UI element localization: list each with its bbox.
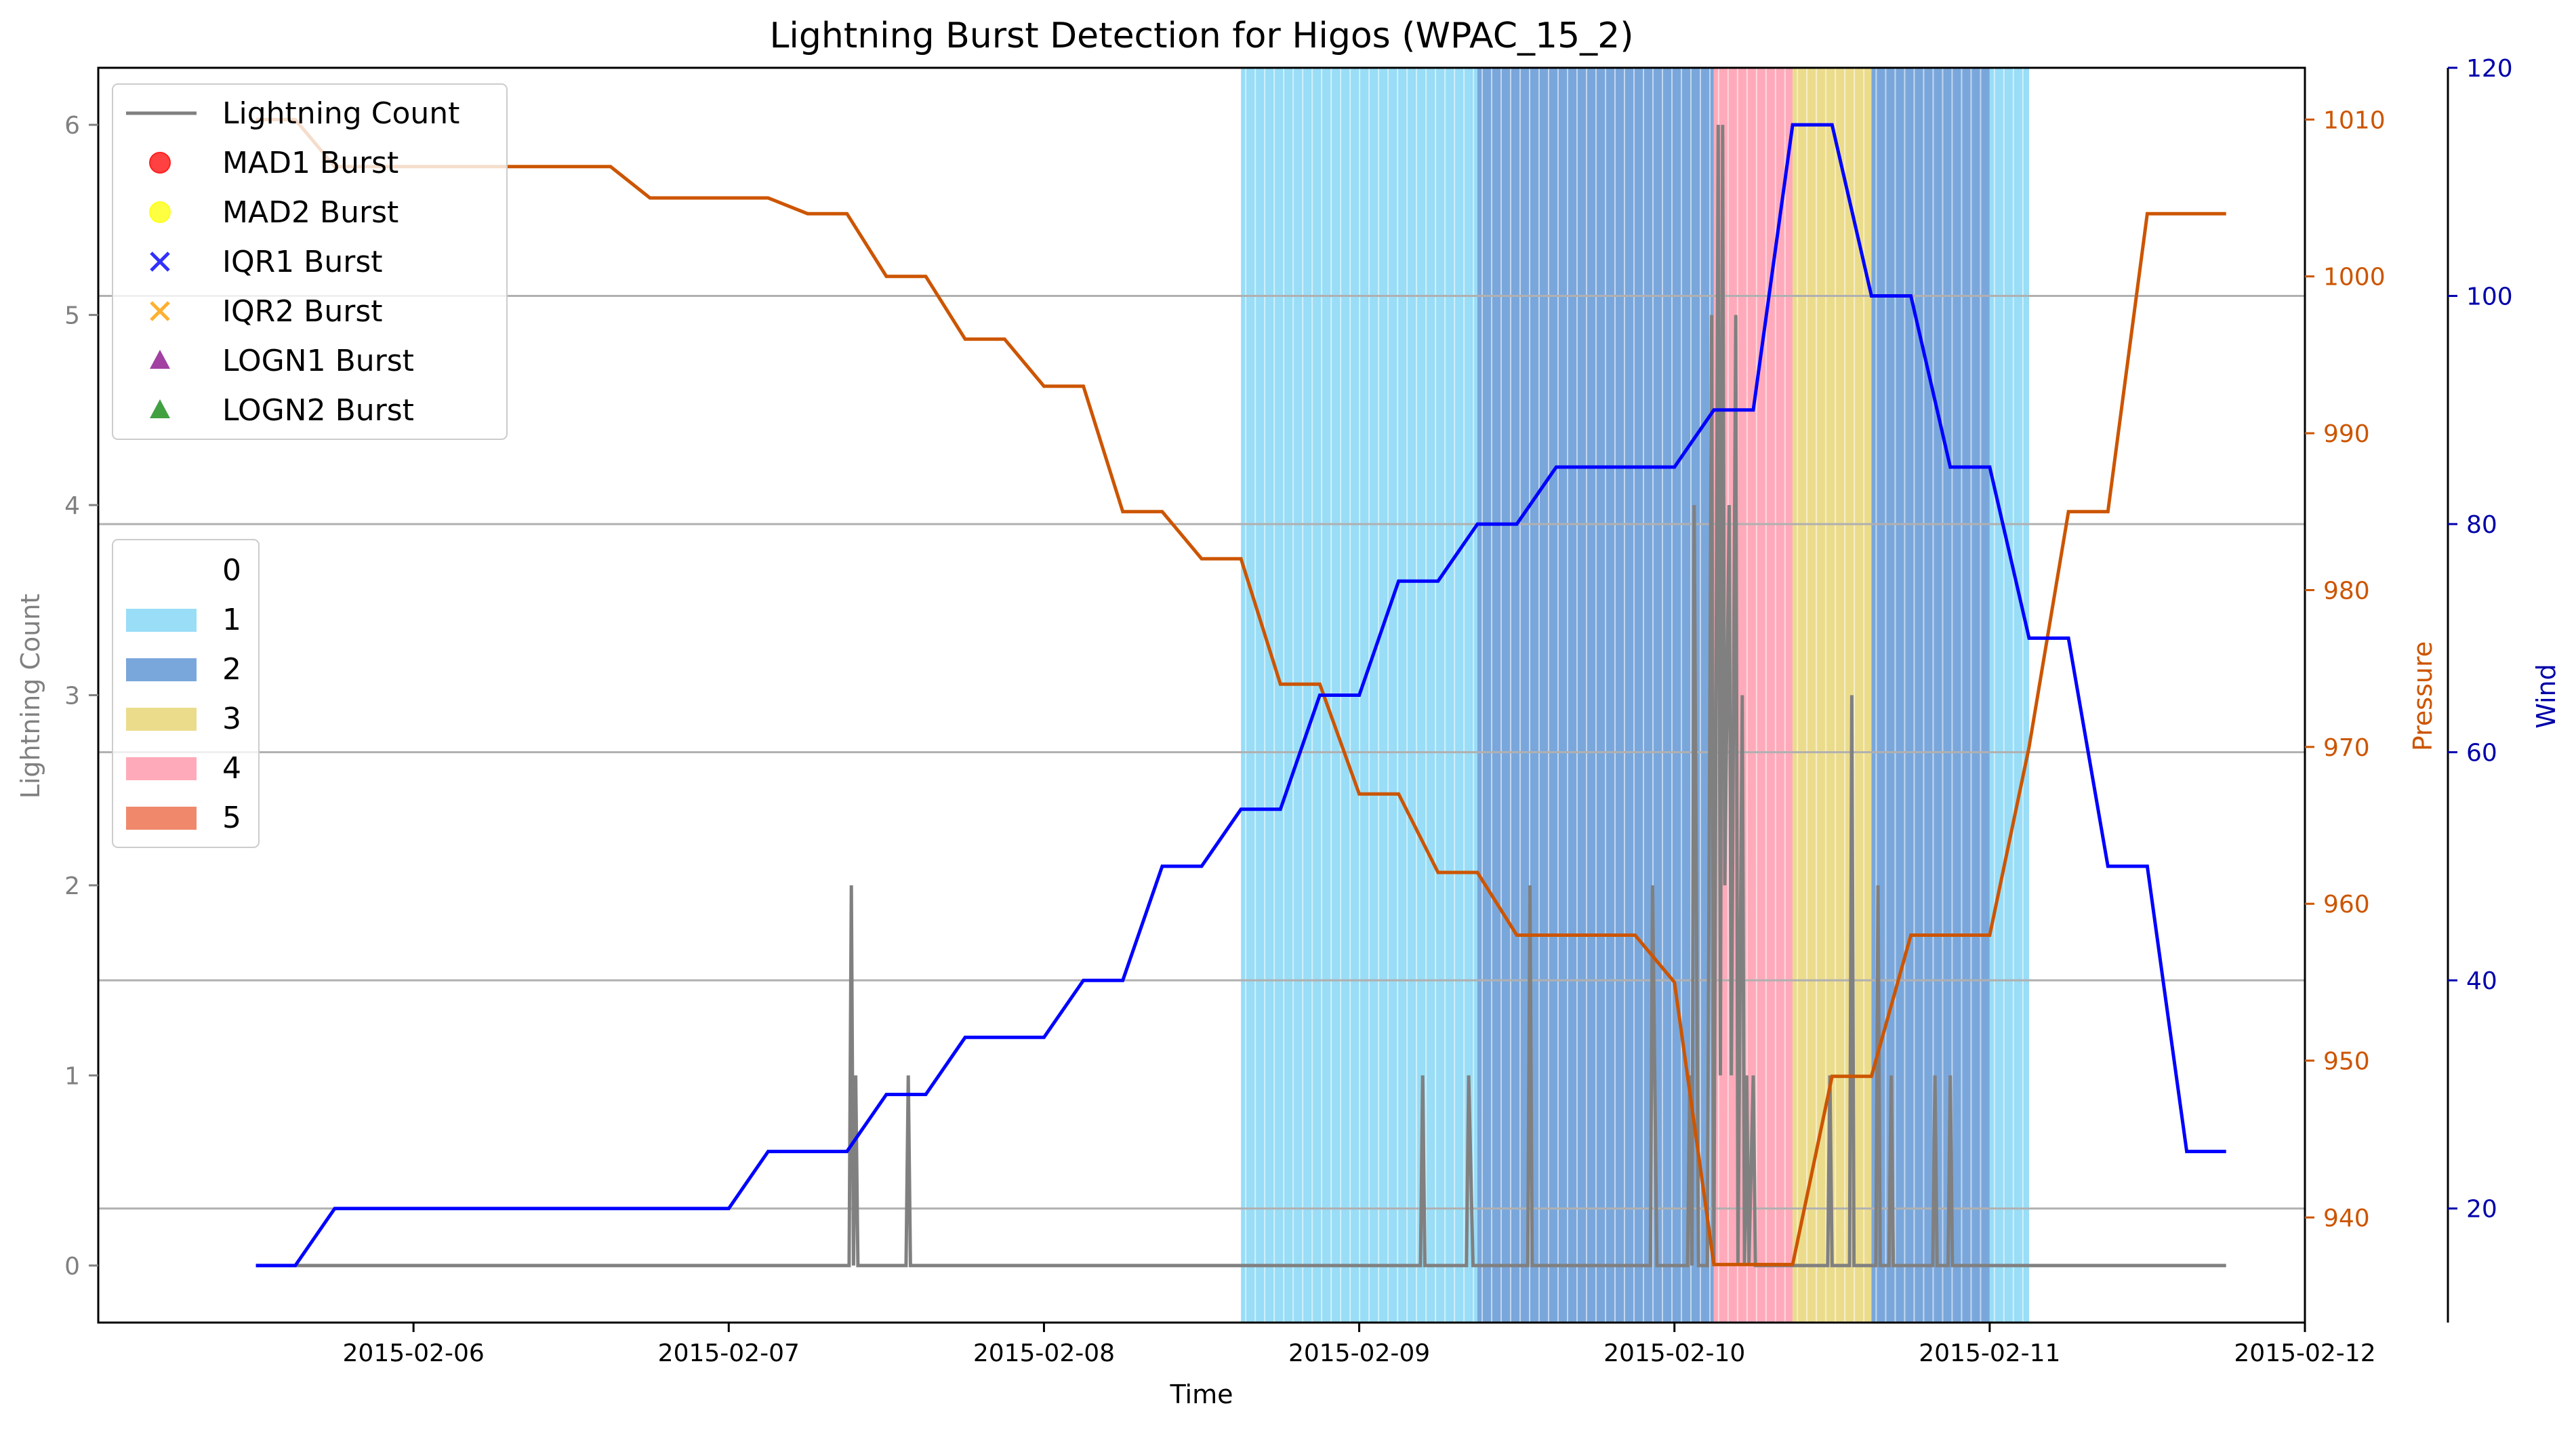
pressure-tick-label: 980 <box>2323 577 2370 605</box>
left-tick-label: 1 <box>64 1062 80 1090</box>
pressure-tick-label: 970 <box>2323 734 2370 762</box>
left-tick-label: 4 <box>64 492 80 520</box>
series-legend: Lightning Count MAD1 Burst MAD2 Burst IQR1 … <box>112 83 508 440</box>
chart-title: Lightning Burst Detection for Higos (WPA… <box>769 16 1633 56</box>
legend-x-marker <box>150 251 170 272</box>
series-legend-label: MAD1 Burst <box>222 146 398 180</box>
series-layer <box>255 117 2226 1268</box>
series-legend-label: LOGN2 Burst <box>222 393 414 428</box>
series-legend-label: MAD2 Burst <box>222 195 398 230</box>
lightning-count-line <box>255 125 2226 1268</box>
left-tick-label: 5 <box>64 302 80 330</box>
x-tick-label: 2015-02-12 <box>2234 1340 2375 1367</box>
wind-line <box>255 123 2226 1268</box>
legend-circle-marker <box>149 201 171 223</box>
category-legend-label: 2 <box>222 652 241 687</box>
x-tick-label: 2015-02-11 <box>1919 1340 2060 1367</box>
series-legend-frame <box>112 83 508 440</box>
x-tick-label: 2015-02-10 <box>1603 1340 1745 1367</box>
x-tick-label: 2015-02-07 <box>658 1340 800 1367</box>
category-legend-label: 1 <box>222 603 241 637</box>
wind-tick-label: 40 <box>2466 967 2497 995</box>
pressure-tick-label: 1010 <box>2323 106 2386 134</box>
category-legend-swatch <box>126 708 197 731</box>
x-tick-label: 2015-02-09 <box>1288 1340 1430 1367</box>
left-tick-label: 3 <box>64 683 80 710</box>
category-legend: 0 1 2 3 4 5 <box>112 539 260 848</box>
x-tick-label: 2015-02-08 <box>973 1340 1115 1367</box>
x-axis-ticks: 2015-02-06 2015-02-07 2015-02-08 2015-02-09… <box>343 1323 2376 1367</box>
category-span-3 <box>1793 68 1872 1323</box>
pressure-tick-label: 1000 <box>2323 264 2386 291</box>
category-legend-label: 0 <box>222 553 241 588</box>
pressure-tick-label: 950 <box>2323 1048 2370 1076</box>
pressure-line <box>255 117 2226 1266</box>
left-tick-label: 6 <box>64 112 80 140</box>
x-tick-label: 2015-02-06 <box>343 1340 485 1367</box>
legend-triangle-marker <box>150 399 170 418</box>
category-legend-label: 3 <box>222 702 241 736</box>
wind-axis-label: Wind <box>2531 664 2561 729</box>
y-axis-label-left: Lightning Count <box>16 594 45 799</box>
category-legend-swatch <box>126 757 197 780</box>
wind-tick-label: 120 <box>2466 55 2513 83</box>
wind-tick-label: 60 <box>2466 740 2497 767</box>
left-tick-label: 2 <box>64 872 80 900</box>
series-legend-label: IQR1 Burst <box>222 245 383 279</box>
pressure-tick-label: 960 <box>2323 891 2370 919</box>
pressure-axis-ticks: 940 950 960 970 980 990 1000 1010 <box>2305 106 2386 1232</box>
pressure-axis-label: Pressure <box>2408 641 2438 751</box>
series-legend-label: Lightning Count <box>222 96 459 131</box>
legend-circle-marker <box>149 152 171 174</box>
pressure-tick-label: 940 <box>2323 1205 2370 1232</box>
category-legend-swatch <box>126 658 197 681</box>
left-tick-label: 0 <box>64 1253 80 1281</box>
wind-axis-ticks: 20 40 60 80 100 120 <box>2448 55 2513 1224</box>
category-legend-swatch <box>126 609 197 632</box>
category-legend-label: 4 <box>222 751 241 786</box>
x-axis-label: Time <box>1170 1380 1233 1409</box>
category-legend-swatch <box>126 559 197 582</box>
wind-tick-label: 20 <box>2466 1196 2497 1224</box>
legend-x-marker <box>150 301 170 321</box>
pressure-tick-label: 990 <box>2323 420 2370 448</box>
series-legend-label: LOGN1 Burst <box>222 344 414 378</box>
legend-triangle-marker <box>150 350 170 369</box>
category-legend-swatch <box>126 807 197 830</box>
left-axis-ticks: 0 1 2 3 4 5 6 <box>64 112 98 1281</box>
category-legend-label: 5 <box>222 801 241 835</box>
wind-tick-label: 80 <box>2466 511 2497 539</box>
series-legend-label: IQR2 Burst <box>222 294 383 329</box>
wind-tick-label: 100 <box>2466 283 2513 311</box>
